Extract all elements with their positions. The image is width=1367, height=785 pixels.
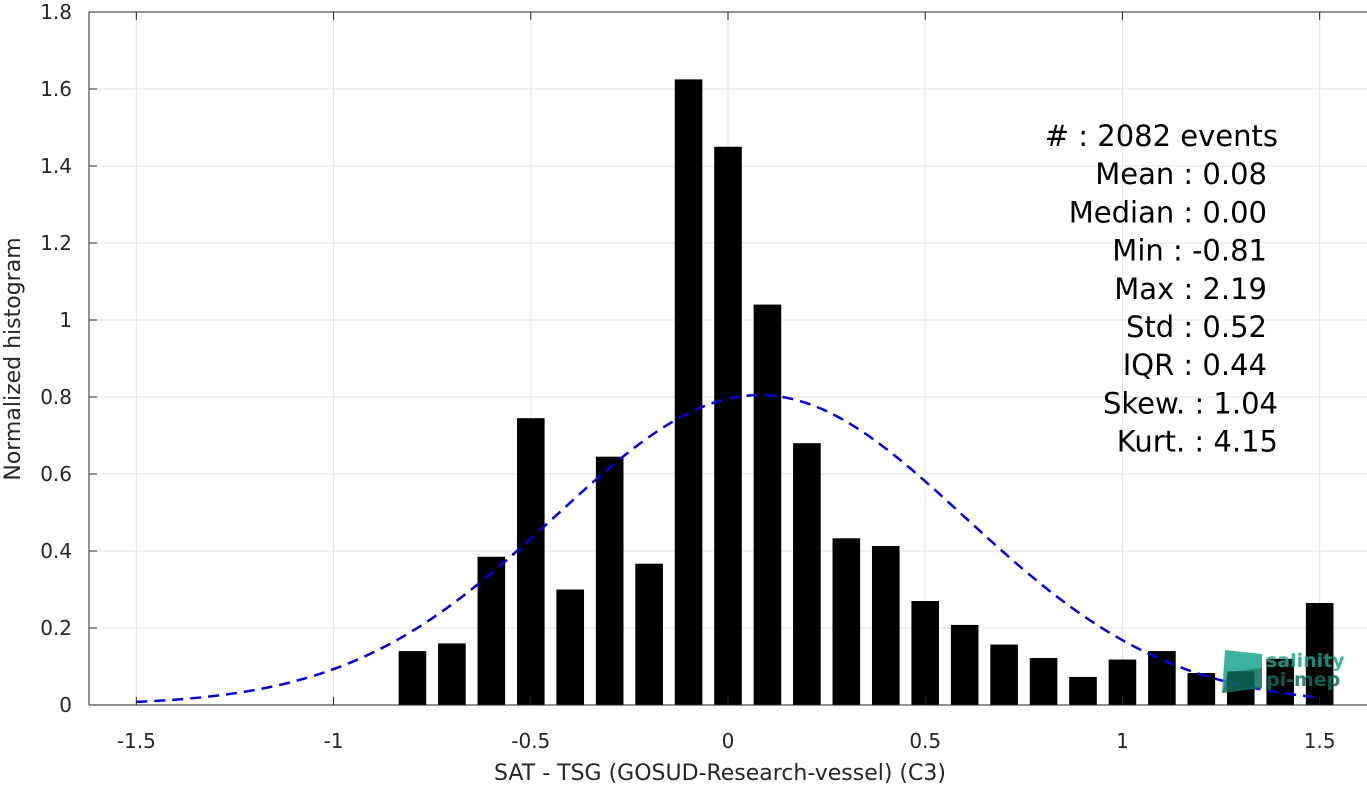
- x-tick-label: -0.5: [511, 729, 550, 753]
- y-tick-label: 0.4: [40, 539, 72, 563]
- y-tick-label: 0: [59, 693, 72, 717]
- y-tick-label: 1.2: [40, 231, 72, 255]
- histogram-bar-6: [635, 563, 663, 705]
- stats-box: # : 2082 events Mean : 0.08 Median : 0.00 M…: [1045, 119, 1278, 459]
- stat-line: # : 2082 events: [1045, 119, 1278, 153]
- histogram-bar-4: [556, 589, 585, 705]
- x-tick-label: 1: [1116, 729, 1129, 753]
- stat-line: Min : -0.81: [1112, 234, 1267, 268]
- y-tick-label: 0.2: [40, 616, 72, 640]
- y-tick-label: 1.4: [40, 154, 72, 178]
- y-tick-label: 1: [59, 308, 72, 332]
- histogram-bar-11: [832, 538, 861, 705]
- histogram-bar-10: [793, 443, 821, 705]
- histogram-bar-20: [1187, 673, 1216, 705]
- bars: [398, 79, 1334, 705]
- histogram-bar-23: [1305, 602, 1334, 705]
- x-tick-label: -1: [324, 729, 344, 753]
- x-tick-label: 1.5: [1304, 729, 1336, 753]
- stat-line: Max : 2.19: [1114, 272, 1267, 306]
- histogram-bar-19: [1148, 651, 1176, 705]
- histogram-bar-17: [1069, 676, 1097, 705]
- x-tick-label: 0: [722, 729, 735, 753]
- histogram-bar-16: [1029, 658, 1058, 705]
- logo-mark-shadow: [1222, 668, 1262, 693]
- histogram-bar-14: [950, 624, 979, 705]
- histogram-bar-22: [1266, 658, 1295, 705]
- y-tick-label: 1.8: [40, 0, 72, 24]
- histogram-bar-15: [990, 644, 1018, 705]
- x-tick-label: 0.5: [909, 729, 941, 753]
- y-tick-label: 1.6: [40, 77, 72, 101]
- histogram-bar-3: [516, 418, 545, 705]
- histogram-bar-7: [674, 79, 703, 705]
- x-tick-labels: -1.5 -1 -0.5 0 0.5 1 1.5: [117, 729, 1336, 753]
- normal-fit-curve: [136, 393, 1320, 704]
- histogram-bar-12: [871, 545, 900, 705]
- logo-text-salinity: salinity: [1266, 650, 1345, 672]
- y-axis-title: Normalized histogram: [1, 237, 26, 480]
- stat-line: IQR : 0.44: [1123, 348, 1267, 382]
- stat-line: Std : 0.52: [1126, 310, 1267, 344]
- axes: [88, 11, 1367, 706]
- salinity-pimep-logo: salinity pi-mep: [1222, 650, 1345, 693]
- y-tick-labels: 0 0.2 0.4 0.6 0.8 1 1.2 1.4 1.6 1.8: [40, 0, 72, 717]
- y-tick-label: 0.8: [40, 385, 72, 409]
- stat-line: Kurt. : 4.15: [1117, 425, 1278, 459]
- histogram-bar-13: [911, 601, 940, 705]
- histogram-bar-5: [595, 456, 624, 705]
- histogram-bar-8: [714, 146, 742, 705]
- stat-line: Median : 0.00: [1069, 195, 1267, 229]
- histogram-bar-1: [438, 643, 466, 705]
- histogram-bar-2: [477, 556, 506, 705]
- histogram-bar-9: [753, 304, 782, 705]
- histogram-bar-0: [398, 651, 427, 705]
- x-tick-label: -1.5: [117, 729, 156, 753]
- logo-text-pimep: pi-mep: [1266, 669, 1340, 691]
- y-tick-label: 0.6: [40, 462, 72, 486]
- stat-line: Skew. : 1.04: [1103, 386, 1278, 420]
- stat-line: Mean : 0.08: [1095, 157, 1267, 191]
- x-axis-title: SAT - TSG (GOSUD-Research-vessel) (C3): [494, 761, 946, 785]
